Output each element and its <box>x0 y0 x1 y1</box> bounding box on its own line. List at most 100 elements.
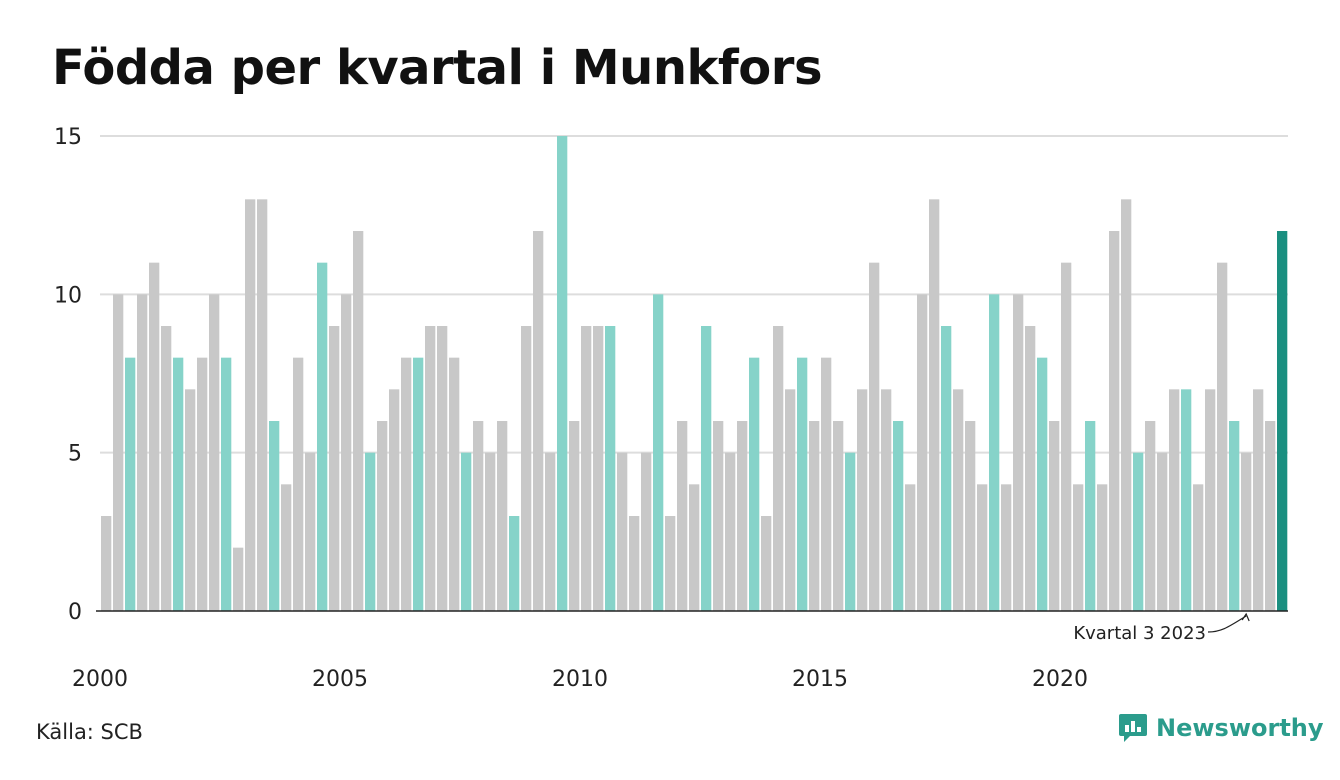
bar <box>557 136 568 611</box>
bar <box>377 421 388 611</box>
annotation-arrowhead <box>1241 612 1250 622</box>
bar <box>293 357 304 611</box>
bar <box>1109 231 1120 611</box>
bar <box>1013 294 1024 611</box>
bar <box>1157 452 1168 611</box>
bar <box>425 326 436 611</box>
bar <box>845 452 856 611</box>
bar <box>305 452 316 611</box>
bar <box>317 262 328 611</box>
bar <box>437 326 448 611</box>
bar <box>413 357 424 611</box>
bar <box>341 294 352 611</box>
bar <box>677 421 688 611</box>
bar <box>329 326 340 611</box>
bar <box>1181 389 1192 611</box>
y-tick-label: 5 <box>68 442 82 467</box>
bar <box>1121 199 1132 612</box>
bar <box>689 484 700 611</box>
bar <box>965 421 976 611</box>
bar <box>281 484 292 611</box>
bar <box>449 357 460 611</box>
bar <box>1145 421 1156 611</box>
bar <box>785 389 796 611</box>
brand-logo: Newsworthy <box>1118 712 1324 744</box>
y-tick-label: 0 <box>68 600 82 625</box>
bar <box>1097 484 1108 611</box>
bar <box>929 199 940 612</box>
bar <box>593 326 604 611</box>
bar <box>1265 421 1276 611</box>
bar <box>917 294 928 611</box>
x-tick-label: 2015 <box>792 667 848 692</box>
bar <box>389 389 400 611</box>
bar <box>1133 452 1144 611</box>
bar <box>641 452 652 611</box>
source-label: Källa: SCB <box>36 720 143 744</box>
annotation-label: Kvartal 3 2023 <box>1073 623 1206 644</box>
bar <box>101 516 112 611</box>
y-tick-label: 15 <box>54 125 82 150</box>
bar <box>773 326 784 611</box>
bar <box>1217 262 1228 611</box>
bar <box>809 421 820 611</box>
chart-title: Födda per kvartal i Munkfors <box>52 40 823 96</box>
bar <box>269 421 280 611</box>
bar <box>749 357 760 611</box>
bar <box>485 452 496 611</box>
bar <box>941 326 952 611</box>
bar <box>353 231 364 611</box>
bar <box>509 516 520 611</box>
x-tick-label: 2010 <box>552 667 608 692</box>
bar <box>401 357 412 611</box>
bar <box>161 326 172 611</box>
bar <box>521 326 532 611</box>
bar <box>953 389 964 611</box>
bar <box>977 484 988 611</box>
bar <box>365 452 376 611</box>
bar <box>1049 421 1060 611</box>
bar <box>857 389 868 611</box>
bar <box>545 452 556 611</box>
brand-name: Newsworthy <box>1156 714 1324 742</box>
x-tick-label: 2005 <box>312 667 368 692</box>
bar <box>989 294 1000 611</box>
bar <box>629 516 640 611</box>
bar <box>1061 262 1072 611</box>
bar <box>461 452 472 611</box>
bar <box>113 294 124 611</box>
bar <box>1025 326 1036 611</box>
bar <box>737 421 748 611</box>
bar <box>617 452 628 611</box>
bar <box>761 516 772 611</box>
bar <box>1193 484 1204 611</box>
x-tick-label: 2000 <box>72 667 128 692</box>
annotation-arrow <box>1207 615 1247 633</box>
bar <box>833 421 844 611</box>
bar <box>245 199 256 612</box>
bar <box>149 262 160 611</box>
bar <box>1001 484 1012 611</box>
bar <box>725 452 736 611</box>
bar <box>1241 452 1252 611</box>
bar <box>869 262 880 611</box>
bar <box>257 199 268 612</box>
bar <box>569 421 580 611</box>
bar <box>137 294 148 611</box>
bar <box>653 294 664 611</box>
bar <box>1205 389 1216 611</box>
bar <box>905 484 916 611</box>
bar <box>893 421 904 611</box>
bar <box>665 516 676 611</box>
y-tick-label: 10 <box>54 283 82 308</box>
bar <box>533 231 544 611</box>
bar <box>821 357 832 611</box>
bar <box>185 389 196 611</box>
bar <box>233 547 244 611</box>
bar <box>221 357 232 611</box>
bar <box>497 421 508 611</box>
bar <box>713 421 724 611</box>
bar <box>1169 389 1180 611</box>
bar <box>701 326 712 611</box>
